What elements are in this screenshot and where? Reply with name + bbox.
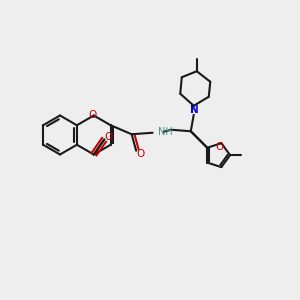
Text: O: O [216,142,224,152]
Text: O: O [136,149,145,159]
Text: O: O [104,132,112,142]
Text: N: N [191,105,199,115]
Text: O: O [88,110,96,120]
Text: NH: NH [158,127,173,137]
Text: N: N [190,105,198,115]
